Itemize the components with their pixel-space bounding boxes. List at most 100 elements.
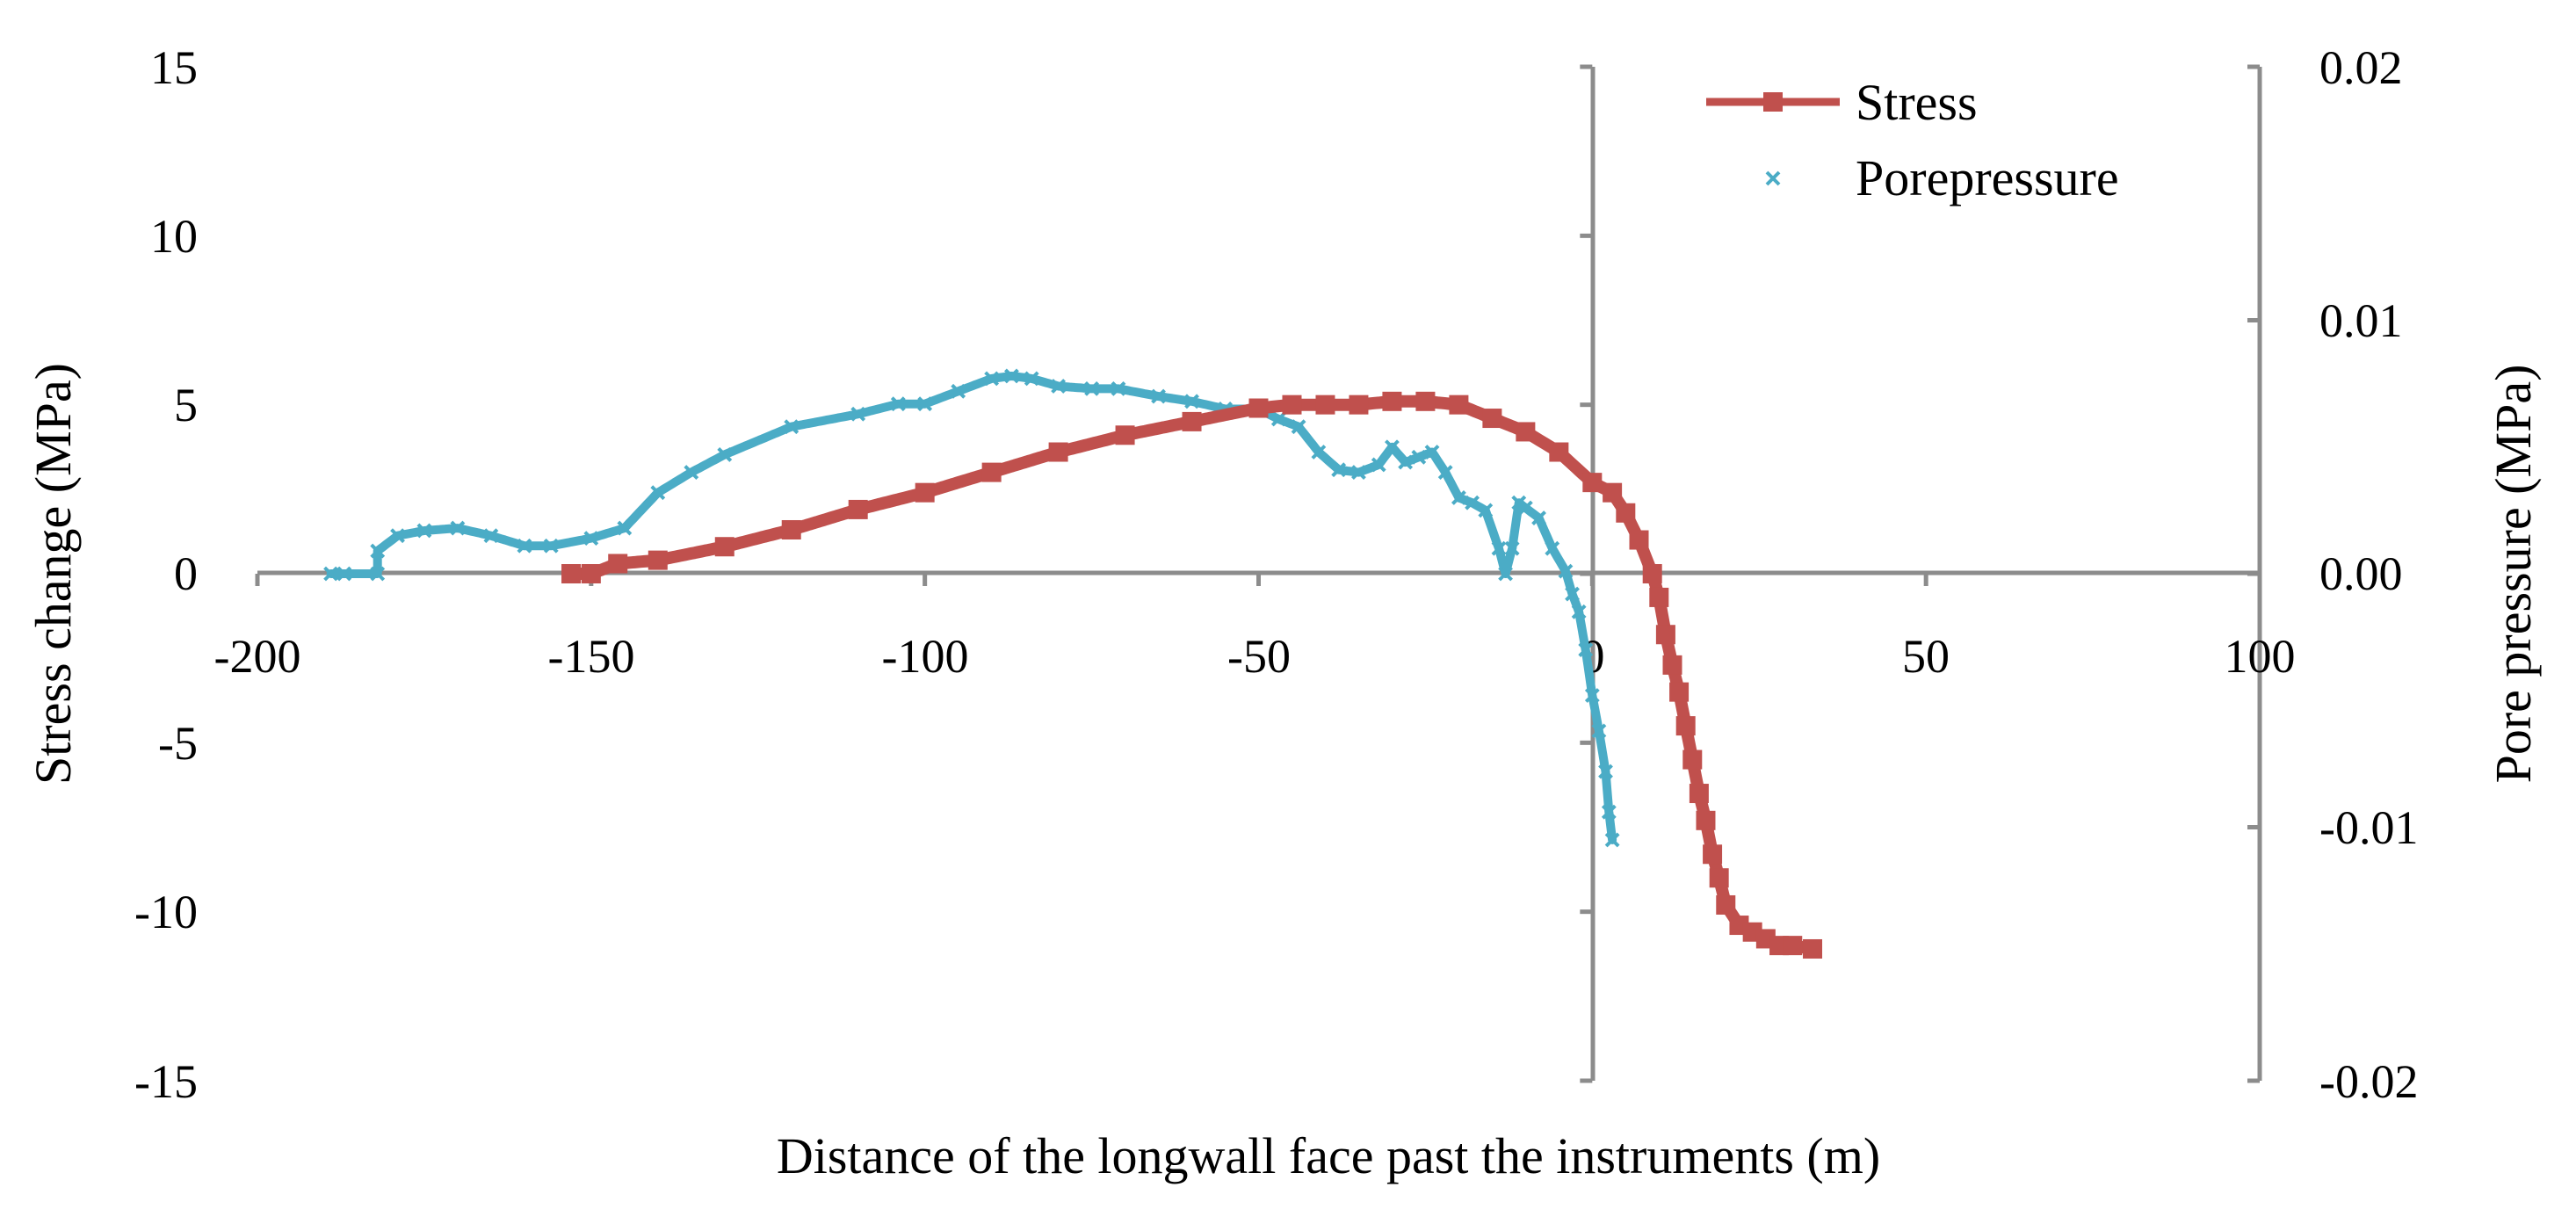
stress-point	[1616, 503, 1636, 523]
porepressure-point	[1371, 457, 1386, 473]
porepressure-point	[370, 566, 386, 582]
legend-pore-label: Porepressure	[1856, 149, 2119, 206]
porepressure-point	[1151, 388, 1166, 404]
legend-pore-marker	[1765, 170, 1781, 186]
porepressure-point	[1385, 439, 1400, 455]
porepressure-point	[416, 523, 432, 539]
y2-tick-label: -0.01	[2319, 801, 2418, 854]
stress-point	[1649, 587, 1669, 607]
porepressure-point	[543, 538, 559, 554]
stress-point	[1248, 398, 1269, 418]
y2-tick-label: -0.02	[2319, 1055, 2418, 1108]
porepressure-point	[1311, 445, 1327, 460]
stress-point	[1582, 473, 1603, 493]
y-axis-title: Stress change (MPa)	[25, 363, 82, 785]
x-tick-label: 100	[2225, 630, 2296, 683]
porepressure-point	[583, 531, 599, 547]
y2-tick-label: 0.02	[2319, 41, 2403, 94]
porepressure-point	[650, 485, 666, 501]
y2-tick-label: 0.00	[2319, 547, 2403, 600]
porepressure-point	[1531, 510, 1546, 525]
stress-point	[714, 537, 734, 557]
stress-point	[1682, 749, 1703, 770]
stress-point	[1449, 395, 1469, 415]
porepressure-point	[1601, 804, 1617, 820]
porepressure-point	[1465, 495, 1480, 510]
stress-point	[848, 499, 868, 519]
porepressure-point	[951, 383, 966, 399]
stress-point	[981, 462, 1002, 482]
x-tick-label: -50	[1227, 630, 1291, 683]
porepressure-series	[323, 368, 1620, 848]
porepressure-point	[917, 396, 933, 412]
porepressure-point	[390, 528, 405, 544]
porepressure-point	[1291, 419, 1306, 435]
porepressure-point	[984, 371, 1000, 387]
stress-point	[608, 554, 628, 574]
porepressure-point	[1598, 764, 1613, 779]
legend-stress-marker	[1763, 92, 1783, 112]
stress-point	[1696, 810, 1716, 830]
y-tick-label: -5	[158, 717, 198, 770]
stress-point	[1709, 868, 1729, 888]
porepressure-point	[850, 406, 866, 422]
stress-point	[1629, 530, 1649, 550]
porepressure-point	[1111, 380, 1126, 396]
porepressure-point	[370, 543, 386, 559]
stress-point	[1282, 395, 1302, 415]
porepressure-point	[336, 566, 352, 582]
x-tick-label: 50	[1902, 630, 1950, 683]
porepressure-point	[1604, 832, 1620, 848]
stress-point	[561, 564, 582, 583]
x-axis-title: Distance of the longwall face past the i…	[777, 1127, 1880, 1184]
porepressure-point	[1584, 688, 1600, 703]
porepressure-point	[1411, 449, 1427, 465]
porepressure-point	[1084, 380, 1099, 396]
stress-point	[1669, 682, 1690, 702]
y-tick-label: 5	[174, 379, 198, 431]
porepressure-point	[483, 528, 499, 544]
porepressure-point	[1517, 500, 1533, 516]
stress-point	[1642, 564, 1662, 583]
y-tick-label: 10	[150, 210, 198, 263]
porepressure-point	[1424, 445, 1440, 460]
stress-point	[581, 564, 601, 583]
stress-point	[1349, 395, 1369, 415]
porepressure-point	[323, 566, 338, 582]
porepressure-point	[1565, 586, 1580, 602]
y-tick-label: 15	[150, 41, 198, 94]
stress-point	[1662, 655, 1682, 675]
legend: Stress Porepressure	[1706, 74, 2119, 206]
porepressure-point	[1398, 454, 1414, 470]
stress-point	[1703, 844, 1723, 865]
porepressure-point	[1498, 566, 1513, 582]
x-tick-label: -200	[214, 630, 301, 683]
porepressure-point	[1437, 465, 1453, 481]
porepressure-point	[1270, 411, 1286, 427]
porepressure-point	[1024, 371, 1039, 387]
stress-point	[1675, 716, 1696, 736]
porepressure-point	[1491, 540, 1507, 556]
stress-series	[561, 391, 1823, 959]
porepressure-point	[1451, 490, 1466, 505]
stress-point	[915, 482, 935, 503]
porepressure-point	[1184, 394, 1199, 409]
porepressure-point	[1558, 563, 1574, 579]
stress-point	[1048, 442, 1068, 462]
porepressure-point	[717, 446, 733, 462]
y-tick-label: -10	[134, 886, 198, 938]
porepressure-point	[450, 520, 466, 536]
stress-point	[1315, 395, 1335, 415]
stress-point	[1803, 938, 1823, 959]
y-tick-label: -15	[134, 1055, 198, 1108]
porepressure-point	[1571, 604, 1587, 619]
y2-axis-title: Pore pressure (MPa)	[2485, 365, 2542, 784]
stress-point	[1549, 442, 1569, 462]
porepressure-point	[1545, 540, 1560, 556]
porepressure-point	[1504, 540, 1520, 556]
porepressure-point	[517, 538, 532, 554]
stress-point	[1115, 425, 1135, 445]
y-tick-labels: 15 10 5 0 -5 -10 -15	[134, 41, 198, 1108]
stress-point	[1482, 409, 1502, 429]
